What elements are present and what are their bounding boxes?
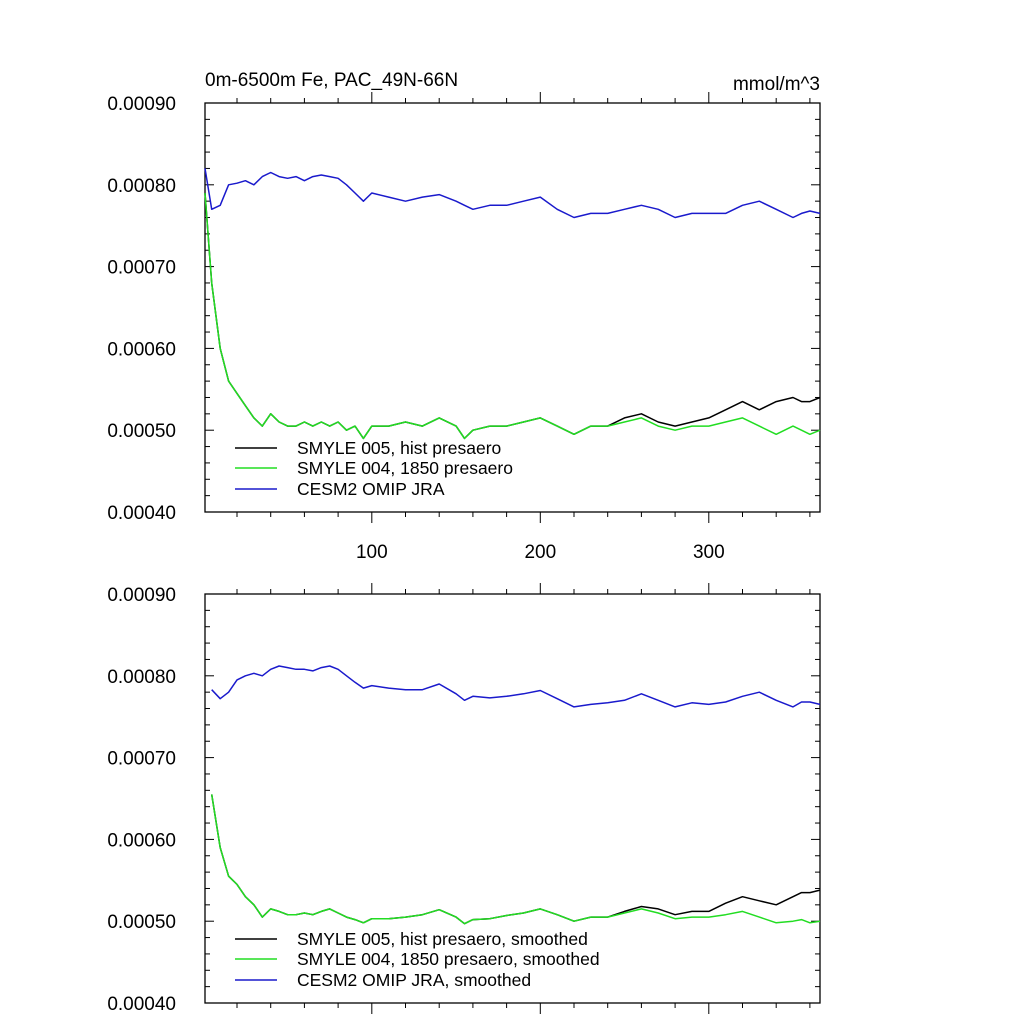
y-tick-label: 0.00070 [107,258,176,279]
top-panel: 0.00040 0.00050 0.00060 0.00070 0.00080 0.000… [107,70,821,563]
series-line-0 [204,192,821,440]
plot-frame [204,102,821,513]
y-tick-label: 0.00050 [107,421,176,442]
y-tick-label: 0.00050 [107,912,176,933]
plot-frame [204,593,821,1004]
units-label: mmol/m^3 [733,74,820,95]
series-line-1 [210,794,821,925]
chart-title: 0m-6500m Fe, PAC_49N-66N [205,70,458,91]
x-tick-label: 200 [524,542,556,563]
y-tick-label: 0.00040 [107,503,176,524]
y-tick-label: 0.00090 [107,94,176,115]
legend-label: CESM2 OMIP JRA [297,479,445,499]
series-line-1 [204,192,821,440]
series-line-0 [210,794,821,925]
series-line-2 [211,665,821,708]
y-tick-label: 0.00070 [107,749,176,770]
y-tick-label: 0.00080 [107,176,176,197]
y-tick-label: 0.00060 [107,339,176,360]
y-tick-label: 0.00040 [107,994,176,1015]
legend-label: SMYLE 004, 1850 presaero [297,458,513,478]
series-line-2 [204,168,821,219]
y-tick-label: 0.00060 [107,830,176,851]
y-tick-label: 0.00080 [107,667,176,688]
legend-label: SMYLE 005, hist presaero [297,438,501,458]
legend-label: SMYLE 004, 1850 presaero, smoothed [297,949,600,969]
bottom-panel: 0.00040 0.00050 0.00060 0.00070 0.00080 0.000… [107,583,821,1015]
x-tick-label: 100 [356,542,388,563]
legend-label: SMYLE 005, hist presaero, smoothed [297,929,588,949]
x-tick-label: 300 [693,542,725,563]
y-tick-label: 0.00090 [107,585,176,606]
legend-label: CESM2 OMIP JRA, smoothed [297,970,531,990]
